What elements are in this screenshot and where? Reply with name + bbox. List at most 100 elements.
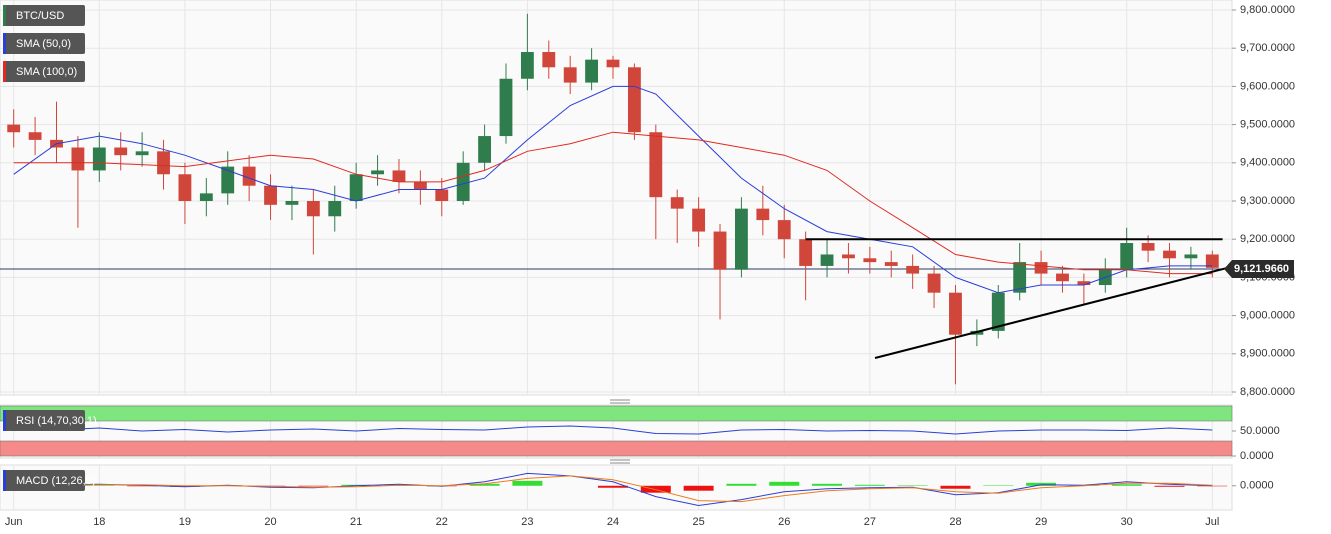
legend-label: SMA (50,0) bbox=[16, 38, 71, 50]
candle-body bbox=[92, 147, 106, 171]
legend-box bbox=[3, 33, 85, 54]
macd-histogram-bar bbox=[512, 480, 543, 486]
candle-body bbox=[756, 208, 770, 221]
rsi-line bbox=[13, 425, 1213, 435]
candle-body bbox=[157, 151, 170, 175]
candle-body bbox=[178, 174, 192, 201]
x-tick-label: 24 bbox=[607, 516, 619, 528]
candle-body bbox=[627, 67, 641, 133]
candle-body bbox=[1163, 250, 1176, 259]
x-tick-label: 18 bbox=[93, 516, 105, 528]
candle-body bbox=[264, 185, 277, 205]
candle-body bbox=[863, 258, 877, 263]
plot-layer: Jun 18 19 20 21 22 23 24 25 26 27 28 29 30 Jul 8,800.00… bbox=[0, 0, 1295, 528]
candle-body bbox=[306, 201, 320, 217]
rsi-band bbox=[0, 440, 1233, 457]
candle-body bbox=[199, 193, 213, 201]
y-tick-label: 0.0000 bbox=[1240, 480, 1274, 492]
macd-histogram-bar bbox=[341, 484, 372, 486]
y-tick-label: 0.0000 bbox=[1240, 450, 1274, 462]
candle-body bbox=[906, 265, 920, 274]
x-tick-label: 23 bbox=[521, 516, 533, 528]
candle-body bbox=[349, 174, 363, 201]
legend-swatch bbox=[3, 61, 6, 82]
last-price-tag bbox=[1224, 260, 1294, 279]
candle-body bbox=[991, 292, 1005, 331]
candle-body bbox=[670, 197, 684, 209]
macd-histogram-bar bbox=[598, 485, 628, 488]
legend-swatch bbox=[3, 33, 6, 54]
legend-label: SMA (100,0) bbox=[16, 66, 77, 78]
x-tick-label: 22 bbox=[436, 516, 448, 528]
macd-histogram-bar bbox=[854, 484, 885, 486]
legend-box bbox=[3, 470, 85, 491]
signal-line bbox=[13, 475, 1213, 503]
candle-body bbox=[1013, 262, 1027, 293]
candle-body bbox=[413, 181, 427, 190]
candle-body bbox=[28, 132, 42, 140]
legend-swatch bbox=[3, 470, 6, 491]
y-tick-label: 8,900.0000 bbox=[1240, 348, 1295, 360]
candle-body bbox=[242, 166, 256, 186]
candle-body bbox=[927, 273, 941, 293]
legend-label: RSI (14,70,30,1) bbox=[16, 415, 97, 427]
y-tick-label: 8,800.0000 bbox=[1240, 386, 1295, 398]
candle-body bbox=[692, 208, 706, 232]
candle-body bbox=[1205, 254, 1219, 268]
legend-swatch bbox=[3, 5, 6, 26]
candle-body bbox=[949, 292, 962, 335]
candle-body bbox=[585, 59, 599, 83]
candle-body bbox=[371, 170, 384, 175]
candle-body bbox=[114, 147, 128, 156]
candle-body bbox=[1184, 254, 1198, 259]
candle-body bbox=[735, 208, 748, 270]
candle-body bbox=[71, 147, 85, 171]
candle-body bbox=[842, 254, 855, 259]
candle-body bbox=[563, 67, 577, 83]
candle-body bbox=[456, 162, 470, 201]
candle-body bbox=[1056, 273, 1069, 282]
y-tick-label: 9,000.0000 bbox=[1240, 310, 1295, 322]
y-tick-label: 50.0000 bbox=[1240, 425, 1280, 437]
candle-body bbox=[799, 239, 813, 266]
x-tick-label: 26 bbox=[778, 516, 790, 528]
x-tick-label: 21 bbox=[350, 516, 362, 528]
macd-histogram-bar bbox=[726, 483, 757, 486]
x-tick-label: 25 bbox=[692, 516, 704, 528]
macd-histogram-bar bbox=[812, 483, 843, 486]
candle-body bbox=[221, 166, 235, 194]
macd-histogram-bar bbox=[1111, 484, 1142, 486]
x-tick-label: 27 bbox=[864, 516, 876, 528]
candle-body bbox=[520, 52, 534, 79]
candle-body bbox=[1120, 243, 1134, 270]
pane-handle[interactable] bbox=[610, 459, 630, 464]
candle-body bbox=[820, 254, 834, 266]
y-tick-label: 9,800.0000 bbox=[1240, 4, 1295, 16]
pane-handle[interactable] bbox=[610, 399, 630, 404]
candle-body bbox=[542, 52, 556, 68]
y-tick-label: 9,400.0000 bbox=[1240, 157, 1295, 169]
macd-histogram-bar bbox=[769, 481, 800, 486]
last-price-label: 9,121.9660 bbox=[1234, 263, 1289, 275]
x-tick-label: 30 bbox=[1121, 516, 1133, 528]
macd-histogram-bar bbox=[683, 485, 714, 491]
x-tick-label: 28 bbox=[949, 516, 961, 528]
y-tick-label: 9,300.0000 bbox=[1240, 195, 1295, 207]
candle-body bbox=[285, 201, 299, 205]
candle-body bbox=[884, 262, 898, 266]
legend-box bbox=[3, 5, 85, 26]
legend-box bbox=[3, 410, 85, 431]
candle-body bbox=[499, 78, 513, 137]
candle-body bbox=[777, 220, 791, 240]
candle-body bbox=[392, 170, 406, 182]
candle-body bbox=[1034, 262, 1048, 274]
candle-body bbox=[478, 136, 492, 163]
macd-histogram-bar bbox=[469, 483, 500, 486]
macd-histogram-bar bbox=[1154, 485, 1185, 487]
rsi-band bbox=[0, 405, 1233, 422]
legend-swatch bbox=[3, 410, 6, 431]
candle-body bbox=[328, 201, 342, 217]
y-tick-label: 9,600.0000 bbox=[1240, 80, 1295, 92]
legend-label: MACD (12,26,9) bbox=[16, 475, 95, 487]
